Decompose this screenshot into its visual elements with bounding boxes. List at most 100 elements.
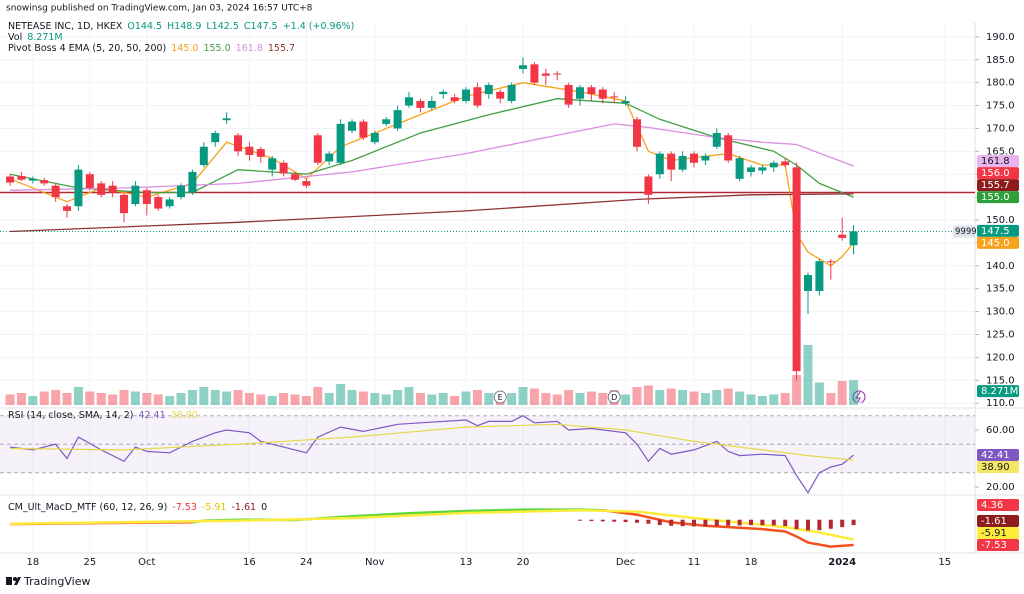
volume-bar — [199, 387, 209, 405]
logo-shape — [14, 577, 21, 585]
price-label-bg — [977, 179, 1019, 192]
tradingview-logo — [6, 577, 21, 585]
candle-body — [256, 149, 265, 157]
volume-bar — [700, 393, 710, 405]
volume-bar — [792, 375, 802, 405]
countdown: 9999 — [955, 227, 977, 237]
volume-bar — [518, 387, 528, 405]
candle-body — [359, 121, 368, 138]
macd-legend: CM_Ult_MacD_MTF (60, 12, 26, 9) -7.53 -5.9… — [8, 502, 272, 513]
volume-bar — [96, 393, 106, 405]
volume-bar — [381, 394, 391, 405]
volume-bar — [564, 390, 574, 405]
volume-bar — [119, 390, 129, 405]
volume-bar — [735, 391, 745, 405]
x-tick-label: Nov — [365, 557, 385, 568]
volume-bar — [324, 393, 334, 405]
histogram-bar — [600, 519, 605, 522]
price-label: 156.0 — [981, 168, 1010, 179]
candle-body — [6, 176, 15, 183]
candle-body — [541, 73, 550, 76]
candle-body — [439, 91, 448, 95]
candle-body — [222, 118, 231, 121]
candle-body — [325, 153, 334, 162]
indicator-value: 145.0 — [171, 43, 199, 54]
volume-bar — [586, 391, 596, 405]
candle-body — [496, 91, 505, 99]
price-label: 42.41 — [981, 450, 1010, 461]
volume-bar — [415, 393, 425, 405]
ohlc-value: H148.9 — [167, 21, 202, 32]
event-label: D — [611, 393, 617, 402]
volume-bar — [507, 393, 517, 405]
volume-bar — [643, 385, 653, 405]
y-tick-label: 140.0 — [986, 261, 1015, 272]
grid — [0, 22, 975, 553]
histogram-bar — [578, 519, 583, 521]
candle-body — [792, 167, 801, 372]
histogram-bar — [612, 519, 617, 522]
ema-line — [9, 123, 854, 191]
indicator-value: 155.7 — [267, 43, 296, 54]
lightning-icon — [855, 391, 861, 403]
candle-body — [165, 199, 174, 207]
volume-bar — [541, 393, 551, 405]
candle-body — [564, 84, 573, 105]
candle-body — [40, 180, 49, 184]
indicator-value: -1.61 — [231, 502, 257, 513]
indicator-value: 155.0 — [203, 43, 231, 54]
candle-body — [302, 181, 311, 186]
candle-body — [724, 135, 733, 161]
histogram-bar — [771, 519, 776, 526]
volume-bar — [256, 394, 266, 405]
logo-shape — [13, 577, 17, 581]
candle-body — [587, 87, 596, 95]
volume-bar — [85, 391, 95, 405]
histogram-bar — [828, 519, 833, 529]
price-label: 4.36 — [981, 500, 1003, 511]
price-label-bg — [977, 539, 1019, 552]
candle-body — [690, 153, 699, 163]
x-tick-label: 2024 — [828, 557, 856, 568]
x-tick-label: Oct — [138, 557, 155, 568]
volume-bar — [678, 390, 688, 405]
volume-bar — [803, 345, 813, 405]
x-tick-label: Dec — [616, 557, 635, 568]
candle-body — [427, 100, 436, 108]
candle-body — [735, 158, 744, 179]
candle-body — [644, 176, 653, 195]
histogram-bar — [669, 519, 674, 526]
candle-body — [803, 274, 812, 291]
volume-bar — [621, 394, 631, 405]
histogram-bar — [851, 519, 856, 526]
candle-body — [313, 135, 322, 163]
volume-bar — [575, 393, 585, 405]
candle-body — [849, 231, 858, 246]
candle-body — [598, 89, 607, 99]
volume-bar — [358, 391, 368, 405]
candle-body — [553, 73, 562, 75]
volume-bar — [222, 391, 232, 405]
indicator-value: 0 — [261, 502, 268, 513]
volume-bar — [210, 390, 220, 405]
change: +1.4 (+0.96%) — [282, 21, 355, 32]
ohlc-value: O144.5 — [127, 21, 163, 32]
x-tick-label: 25 — [83, 557, 96, 568]
histogram-bar — [726, 519, 731, 526]
candle-body — [108, 185, 117, 193]
volume-bar — [427, 394, 437, 405]
price-label-bg — [977, 224, 1019, 237]
indicator-value: -5.91 — [201, 502, 227, 513]
volume-bar — [62, 393, 72, 405]
histogram-bar — [692, 519, 697, 527]
event-label: E — [498, 393, 503, 402]
ohlc-value: L142.5 — [206, 21, 239, 32]
volume-bar — [472, 390, 482, 405]
y-tick-label: 165.0 — [986, 146, 1015, 157]
candle-body — [177, 185, 186, 198]
ohlc-value: C147.5 — [243, 21, 278, 32]
candle-body — [712, 133, 721, 147]
volume-bar — [461, 391, 471, 405]
histogram-bar — [714, 519, 719, 527]
